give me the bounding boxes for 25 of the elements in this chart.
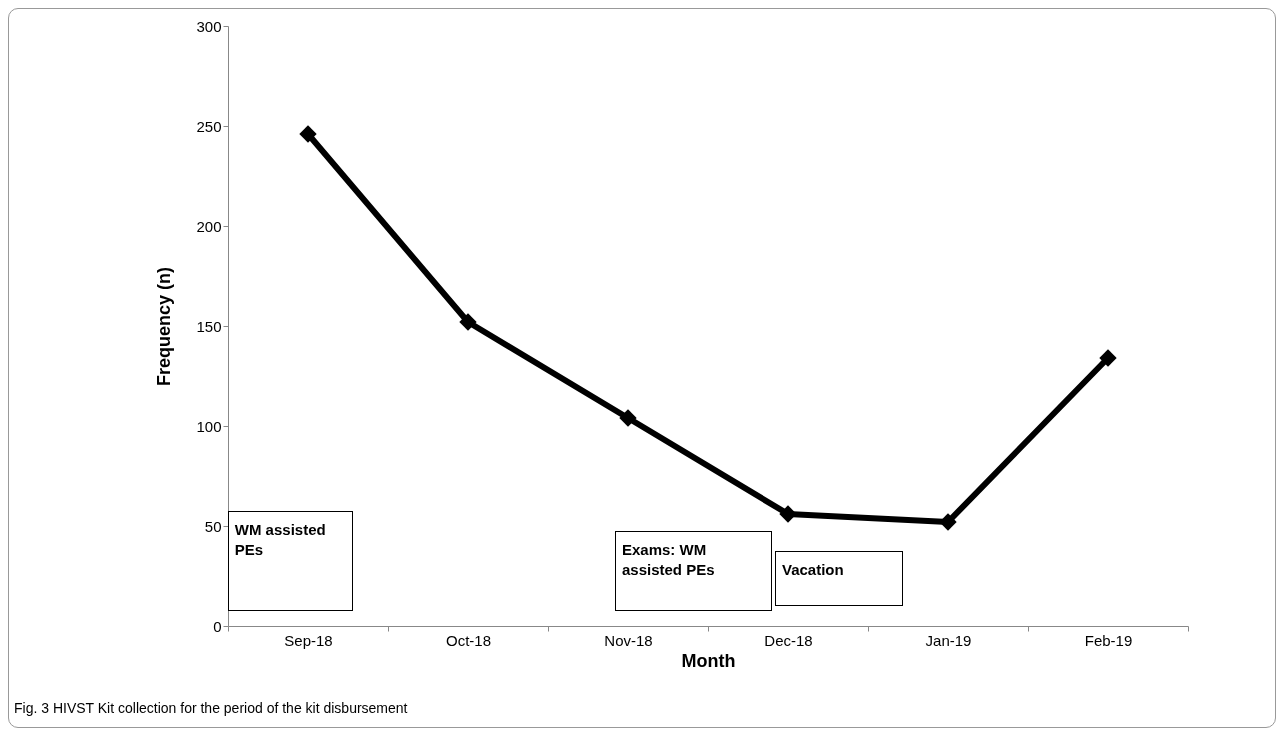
- y-tick-label: 100: [196, 417, 222, 435]
- x-tick-label: Nov-18: [604, 631, 653, 649]
- x-tick-label: Jan-19: [925, 631, 972, 649]
- point: [939, 513, 957, 531]
- y-tick-label: 300: [196, 17, 222, 35]
- y-tick-label: 0: [213, 617, 222, 635]
- y-tick-label: 150: [196, 317, 222, 335]
- point: [459, 313, 477, 331]
- y-tick-label: 250: [196, 117, 222, 135]
- y-tick-label: 50: [204, 517, 222, 535]
- text-box: WM assisted PEs: [227, 511, 353, 611]
- y-axis-title: Frequency (n): [154, 266, 175, 387]
- x-axis-title: Month: [681, 650, 736, 671]
- point: [619, 409, 637, 427]
- x-tick-label: Dec-18: [764, 631, 813, 649]
- x-tick-label: Oct-18: [445, 631, 492, 649]
- point: [1099, 349, 1117, 367]
- caption: Fig. 3 HIVST Kit collection for the period of the kit disbursement: [14, 700, 408, 716]
- text-box: Vacation: [775, 551, 903, 606]
- text-box: Exams: WM assisted PEs: [615, 531, 772, 611]
- point: [299, 125, 317, 143]
- x-tick-label: Feb-19: [1084, 631, 1133, 649]
- y-tick-label: 200: [196, 217, 222, 235]
- x-tick-label: Sep-18: [284, 631, 333, 649]
- point: [779, 505, 797, 523]
